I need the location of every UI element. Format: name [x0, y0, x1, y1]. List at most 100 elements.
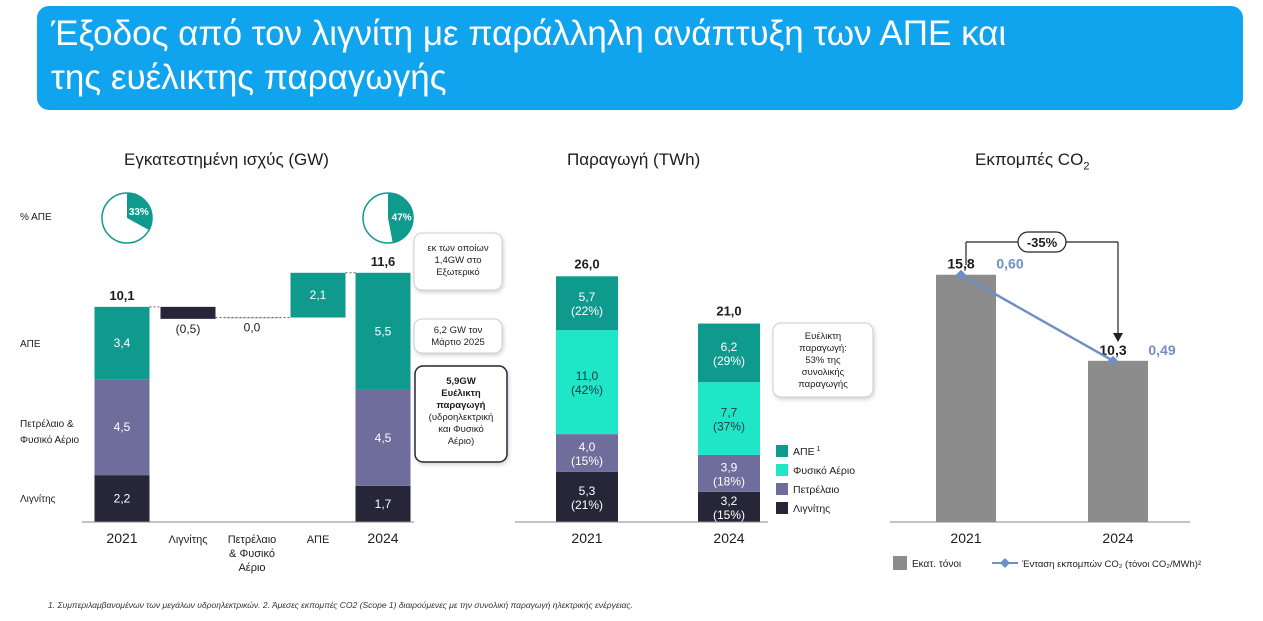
change-pill-label: -35%: [1027, 235, 1058, 250]
production-bar-segment: [556, 434, 618, 472]
callout-flex-text: (υδροηλεκτρική: [429, 412, 494, 423]
production-segment-pct: (21%): [571, 498, 603, 512]
bridge-bar-lignite: [160, 306, 216, 319]
callout-abroad: [413, 232, 503, 291]
capacity-row-label: Φυσικό Αέριο: [20, 434, 80, 446]
production-legend-label: Φυσικό Αέριο: [793, 465, 855, 477]
emissions-legend-line-label: Ένταση εκπομπών CO₂ (τόνοι CO₂/MWh)²: [1021, 559, 1201, 570]
intensity-marker: [1108, 355, 1118, 366]
callout-abroad-text: Εξωτερικό: [436, 267, 479, 278]
res-share-pie-2021-label: 33%: [129, 207, 149, 218]
change-bracket-arrow: [1113, 333, 1123, 342]
emissions-bar-label: 10,3: [1099, 342, 1126, 358]
callout-march-text: 6,2 GW τον: [434, 325, 483, 336]
callout-flex-text: 5,9GW: [446, 376, 476, 387]
capacity-total-label: 11,6: [371, 254, 396, 269]
intensity-value-label: 0,49: [1148, 342, 1175, 358]
production-segment-value: 4,0: [579, 440, 596, 454]
capacity-row-label: Πετρέλαιο &: [20, 418, 74, 430]
production-segment-value: 7,7: [721, 406, 738, 420]
intensity-value-label: 0,60: [996, 256, 1023, 272]
emissions-title-text: Εκπομπές CO: [975, 150, 1084, 169]
capacity-x-tick-label: 2021: [106, 530, 137, 546]
production-segment-pct: (18%): [713, 474, 745, 488]
production-segment-value: 3,2: [721, 494, 738, 508]
emissions-legend-line-marker: [1000, 558, 1010, 568]
emissions-legend-bar-label: Εκατ. τόνοι: [912, 558, 961, 570]
production-x-tick-label: 2024: [713, 530, 744, 546]
production-segment-pct: (22%): [571, 304, 603, 318]
capacity-x-tick-label: Αέριο: [238, 562, 265, 574]
production-bar-segment: [698, 454, 760, 492]
capacity-bar-segment-2024: [355, 485, 411, 522]
production-segment-value: 6,2: [721, 340, 738, 354]
capacity-x-tick-label: 2024: [367, 530, 398, 546]
production-segment-value: 3,9: [721, 460, 738, 474]
production-bar-segment: [698, 323, 760, 383]
production-bar-segment: [698, 491, 760, 522]
emissions-bar: [936, 274, 996, 522]
capacity-row-label: % ΑΠΕ: [20, 212, 52, 223]
production-bar-segment: [556, 330, 618, 435]
change-pill: [1017, 231, 1067, 253]
callout-flex-text: Ευέλικτη: [441, 388, 481, 399]
callout-abroad-text: εκ των οποίων: [427, 243, 488, 254]
callout-abroad-text: 1,4GW στο: [435, 255, 482, 266]
production-total-label: 26,0: [574, 256, 599, 271]
production-segment-pct: (15%): [713, 508, 745, 522]
capacity-row-label: Λιγνίτης: [20, 493, 56, 505]
callout-flex-share-text: παραγωγής: [798, 379, 848, 390]
production-legend-label: ΑΠΕ 1: [793, 446, 821, 458]
intensity-marker: [956, 269, 966, 280]
page-title-line-1: Έξοδος από τον λιγνίτη με παράλληλη ανάπ…: [51, 14, 1007, 53]
production-segment-pct: (29%): [713, 354, 745, 368]
callout-flex-text: παραγωγή: [437, 400, 486, 411]
callout-flex-share-text: Ευέλικτη: [805, 331, 841, 342]
capacity-segment-label: 1,7: [375, 497, 392, 511]
capacity-segment-label: 4,5: [114, 420, 131, 434]
production-segment-pct: (15%): [571, 454, 603, 468]
capacity-row-label: ΑΠΕ: [20, 339, 41, 350]
bridge-value-label: (0,5): [176, 322, 201, 336]
footnote: 1. Συμπεριλαμβανομένων των μεγάλων υδροη…: [48, 600, 633, 610]
capacity-x-tick-label: & Φυσικό: [229, 548, 275, 560]
callout-flex: [414, 365, 508, 463]
capacity-bar-segment-2021: [94, 475, 150, 522]
callout-flex-share-text: συνολικής: [802, 367, 845, 378]
production-bar-segment: [698, 382, 760, 455]
production-chart-title: Παραγωγή (TWh): [567, 150, 701, 169]
callout-march-text: Μάρτιο 2025: [431, 337, 485, 348]
production-x-tick-label: 2021: [571, 530, 602, 546]
capacity-total-label: 10,1: [109, 288, 134, 303]
production-legend-label: Λιγνίτης: [793, 503, 830, 515]
callout-flex-share-text: 53% της: [805, 355, 841, 366]
production-legend-swatch: [776, 445, 788, 457]
emissions-x-tick-label: 2021: [950, 530, 981, 546]
res-share-pie-2024-label: 47%: [392, 213, 412, 224]
capacity-segment-label: 4,5: [375, 431, 392, 445]
page-title-line-2: της ευέλικτης παραγωγής: [51, 58, 447, 97]
res-share-pie-2021-slice: [127, 192, 152, 231]
emissions-title-subscript: 2: [1083, 160, 1090, 173]
capacity-x-tick-label: ΑΠΕ: [307, 534, 330, 546]
production-segment-value: 5,7: [579, 290, 596, 304]
production-legend-swatch: [776, 464, 788, 476]
production-legend-swatch: [776, 502, 788, 514]
bridge-value-label: 2,1: [310, 288, 327, 302]
bridge-bar-res: [290, 272, 346, 318]
capacity-x-tick-label: Πετρέλαιο: [228, 534, 277, 546]
bridge-value-label: 0,0: [244, 321, 261, 335]
callout-flex-share-text: παραγωγή:: [799, 343, 847, 354]
intensity-line: [960, 273, 1114, 362]
production-segment-value: 11,0: [576, 369, 599, 383]
res-share-pie-2024-slice: [388, 193, 413, 243]
callout-flex-text: και Φυσικό: [438, 424, 484, 435]
production-total-label: 21,0: [716, 304, 741, 319]
production-segment-value: 5,3: [579, 484, 596, 498]
production-bar-segment: [556, 471, 618, 522]
callout-flex-text: Αέριο): [448, 436, 475, 447]
page-title: Έξοδος από τον λιγνίτη με παράλληλη ανάπ…: [51, 12, 1229, 100]
capacity-x-tick-label: Λιγνίτης: [169, 534, 208, 546]
capacity-bar-segment-2021: [94, 306, 150, 380]
